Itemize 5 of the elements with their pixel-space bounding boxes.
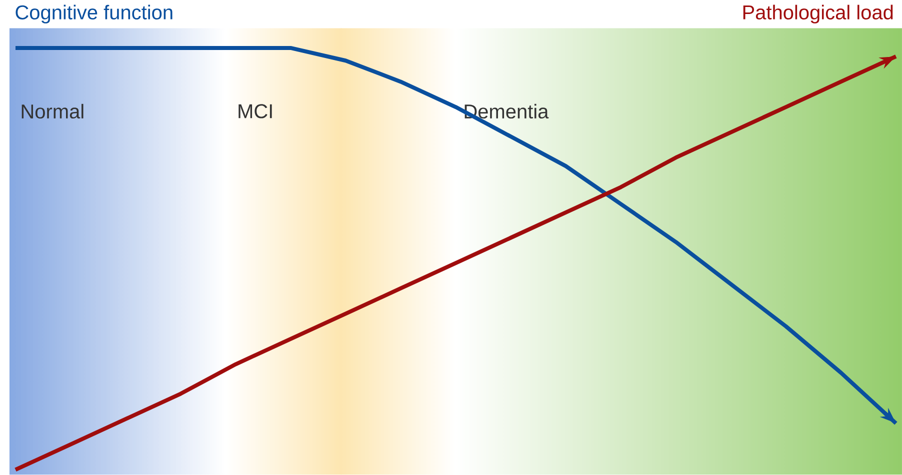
annotation: MCI xyxy=(238,104,272,118)
annotation: Normal xyxy=(22,104,84,119)
series-label: Pathological load xyxy=(743,4,893,24)
annotation: Dementia xyxy=(464,104,549,119)
series-label: Cognitive function xyxy=(16,4,172,24)
